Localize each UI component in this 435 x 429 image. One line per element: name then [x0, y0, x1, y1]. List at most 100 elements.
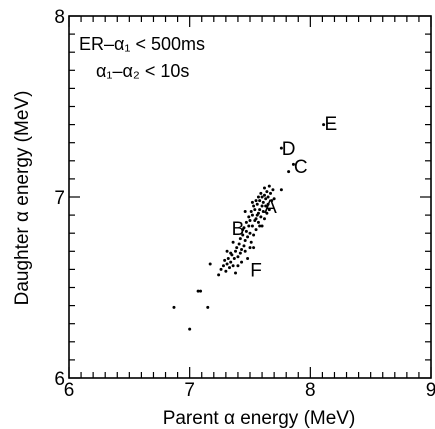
- data-point: [322, 123, 326, 127]
- data-point: [287, 170, 291, 174]
- data-point: [244, 220, 248, 224]
- data-point: [256, 195, 260, 199]
- data-point: [225, 249, 229, 253]
- data-point: [225, 262, 229, 266]
- data-point: [271, 188, 275, 192]
- data-point: [217, 273, 221, 277]
- data-point: [250, 213, 254, 217]
- point-label-a: A: [264, 197, 277, 218]
- data-point: [234, 271, 238, 275]
- data-point: [256, 220, 260, 224]
- data-point: [254, 217, 258, 221]
- data-point: [240, 247, 244, 251]
- y-tick-label: 7: [54, 188, 65, 209]
- data-point: [279, 188, 283, 192]
- data-point: [272, 197, 276, 201]
- data-point: [206, 305, 210, 309]
- data-point: [291, 162, 295, 166]
- data-point: [229, 251, 233, 255]
- x-tick-label: 8: [305, 380, 316, 401]
- x-tick-label: 9: [426, 380, 435, 401]
- data-point: [270, 199, 274, 203]
- data-point: [188, 327, 192, 331]
- point-label-e: E: [325, 114, 338, 135]
- point-label-c: C: [294, 157, 308, 178]
- plot-frame: [68, 15, 432, 379]
- point-label-f: F: [250, 260, 262, 281]
- data-point: [235, 246, 239, 250]
- point-label-d: D: [282, 139, 296, 160]
- data-point: [266, 202, 270, 206]
- annotation-alpha1-alpha2: α₁–α₂ < 10s: [96, 61, 189, 81]
- data-point: [261, 209, 265, 213]
- data-point: [247, 215, 251, 219]
- data-point: [258, 208, 262, 212]
- data-point: [238, 251, 242, 255]
- y-axis-label: Daughter α energy (MeV): [12, 91, 33, 306]
- data-point: [265, 211, 269, 215]
- data-point: [229, 260, 233, 264]
- data-point: [208, 262, 212, 266]
- data-point: [243, 209, 247, 213]
- data-point: [219, 267, 223, 271]
- data-point: [199, 289, 203, 293]
- data-point: [265, 190, 269, 194]
- data-point: [262, 193, 266, 197]
- data-point: [221, 264, 225, 268]
- data-point: [234, 249, 238, 253]
- y-tick-label: 6: [54, 369, 65, 390]
- data-point: [231, 264, 235, 268]
- data-point: [236, 264, 240, 268]
- data-point: [259, 191, 263, 195]
- data-point: [267, 184, 271, 188]
- data-point: [253, 208, 257, 212]
- data-point: [254, 199, 258, 203]
- data-point: [248, 219, 252, 223]
- annotation-er-alpha1: ER–α₁ < 500ms: [79, 34, 205, 54]
- data-point: [266, 195, 270, 199]
- x-axis-label: Parent α energy (MeV): [163, 408, 356, 429]
- data-point: [238, 237, 242, 241]
- point-labels: AB CD E F: [232, 114, 338, 282]
- data-point: [172, 305, 176, 309]
- data-point: [261, 200, 265, 204]
- data-point: [231, 240, 235, 244]
- data-point: [241, 233, 245, 237]
- data-point: [269, 191, 273, 195]
- point-label-b: B: [232, 219, 245, 240]
- data-point: [244, 229, 248, 233]
- data-point: [264, 204, 268, 208]
- data-point: [226, 257, 230, 261]
- data-point: [252, 233, 256, 237]
- data-point: [260, 204, 264, 208]
- data-point: [250, 200, 254, 204]
- data-point: [258, 224, 262, 228]
- x-tick-label: 6: [64, 380, 75, 401]
- data-point: [254, 228, 258, 232]
- data-point: [255, 202, 259, 206]
- data-point: [232, 257, 236, 261]
- data-point: [243, 249, 247, 253]
- data-point: [262, 186, 266, 190]
- data-points: [172, 123, 326, 331]
- data-point: [262, 217, 266, 221]
- data-point: [249, 209, 253, 213]
- data-point: [248, 231, 252, 235]
- x-tick-label: 7: [184, 380, 195, 401]
- data-point: [224, 269, 228, 273]
- data-point: [264, 197, 268, 201]
- data-point: [259, 215, 263, 219]
- data-point: [246, 257, 250, 261]
- data-point: [246, 235, 250, 239]
- data-point: [223, 258, 227, 262]
- data-point: [252, 246, 256, 250]
- data-point: [249, 240, 253, 244]
- data-point: [258, 199, 262, 203]
- data-point: [196, 289, 200, 293]
- data-point: [248, 246, 252, 250]
- data-point: [243, 238, 247, 242]
- tick-labels: 6 7 8 9 6 7 8: [54, 7, 435, 401]
- data-point: [237, 242, 241, 246]
- data-point: [260, 224, 264, 228]
